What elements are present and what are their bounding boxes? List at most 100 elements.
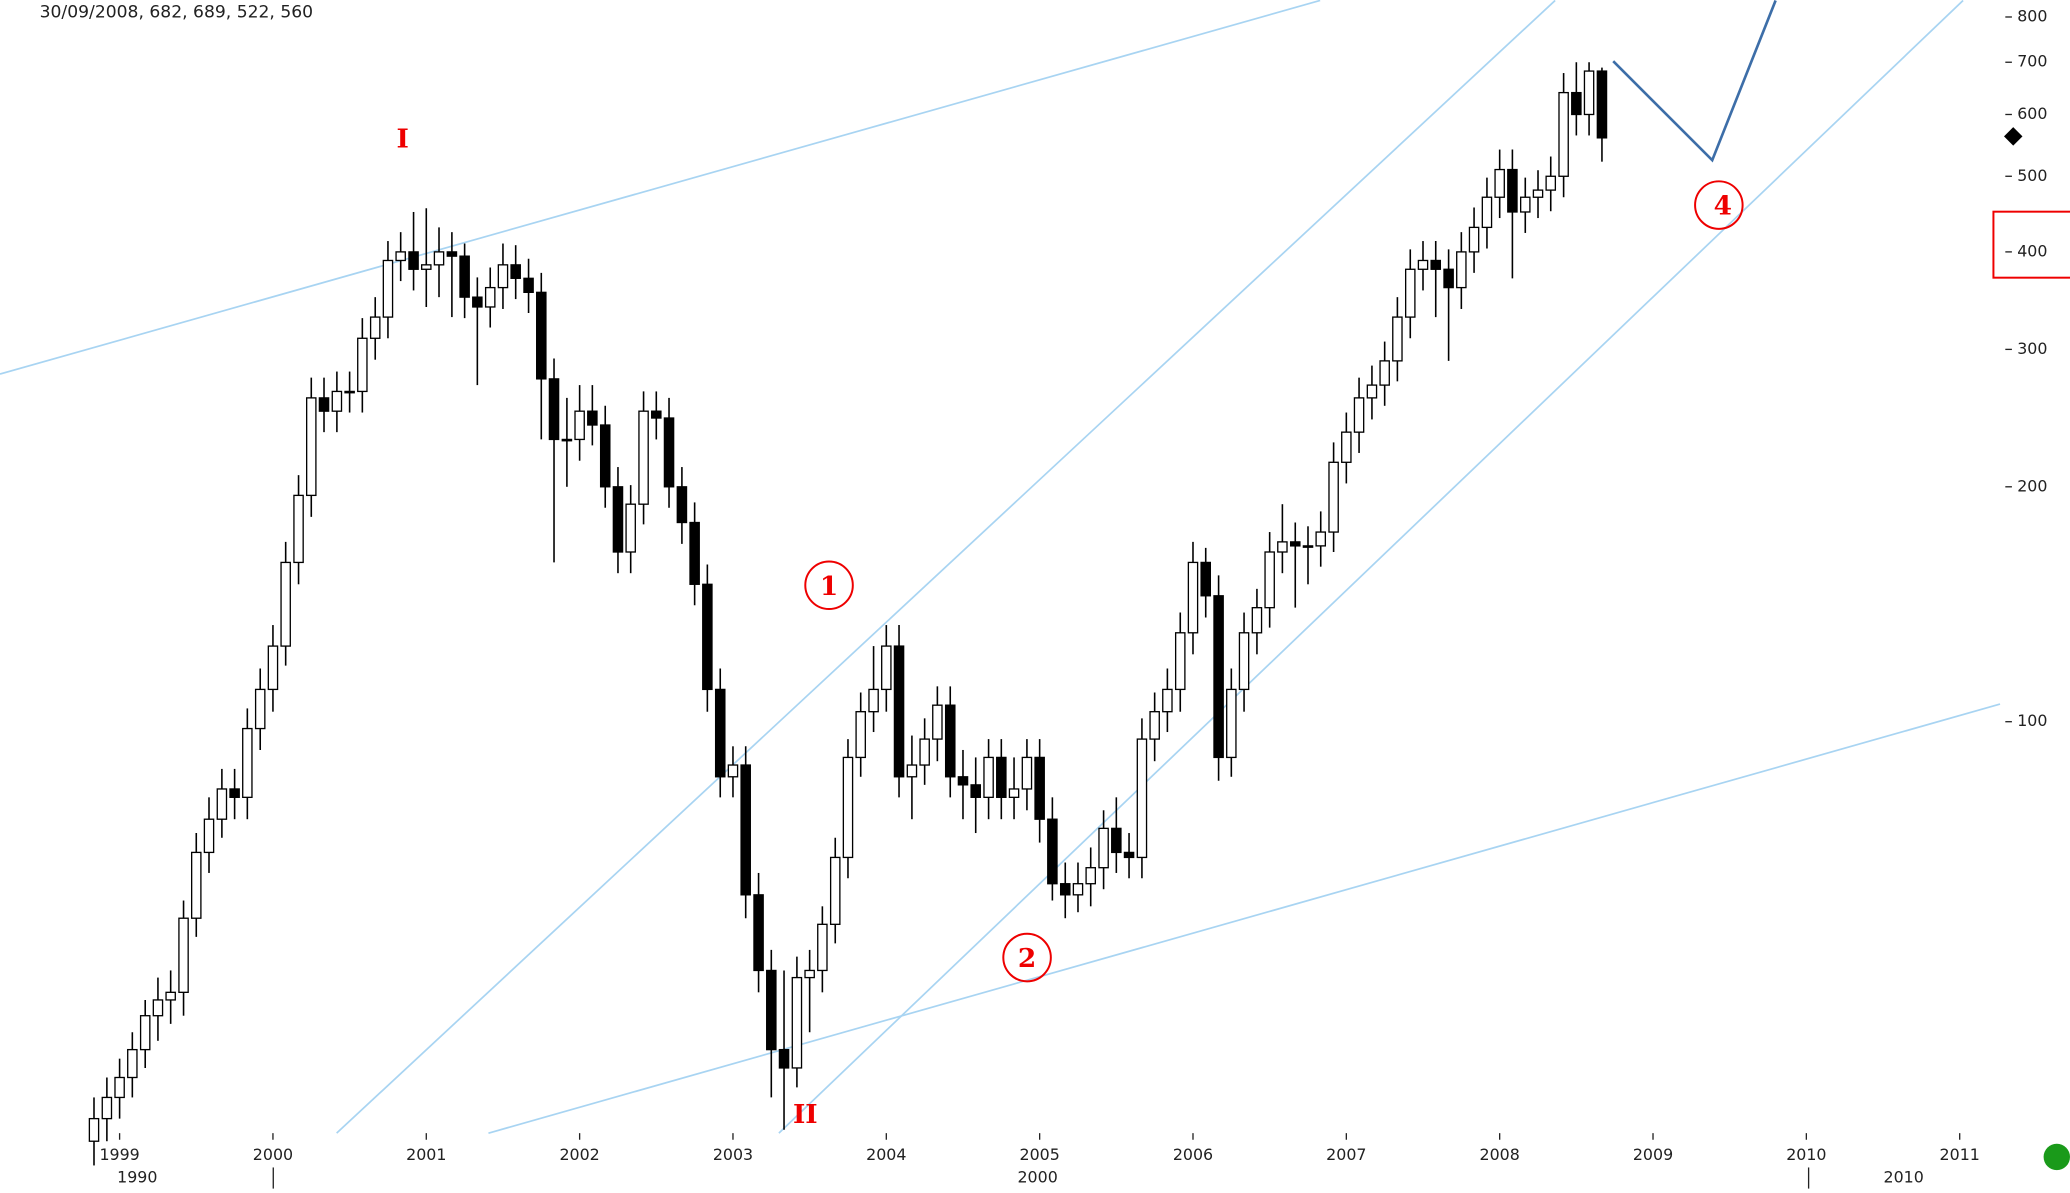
trend-line [336, 0, 1556, 1134]
candle-body [203, 818, 215, 854]
candle-body [101, 1096, 113, 1120]
candle-body [1111, 827, 1122, 854]
candle-body [791, 976, 803, 1069]
candle-body [306, 397, 317, 497]
candle-body [766, 969, 777, 1051]
candle-body [293, 494, 304, 564]
candle-body [842, 756, 854, 859]
candle-body [190, 851, 202, 919]
candle-body [996, 756, 1007, 798]
candle-body [318, 397, 330, 412]
candle-body [1277, 541, 1288, 553]
wave-label: 4 [1714, 191, 1732, 222]
wave-circle [1694, 180, 1744, 230]
candle-body [1226, 688, 1237, 759]
candle-body [472, 296, 483, 308]
candle-body [714, 688, 726, 778]
candle-body [1571, 91, 1582, 116]
candle-body [1123, 851, 1135, 859]
candle-body [932, 704, 943, 740]
candle-body [1532, 189, 1544, 198]
candle-body [1392, 316, 1403, 362]
candle-body [1481, 196, 1493, 229]
candle-body [1200, 561, 1211, 597]
candle-body [523, 277, 534, 294]
candle-body [1596, 70, 1608, 139]
candle-body [676, 486, 688, 524]
candle-body [804, 969, 815, 979]
x-tick-label: 2011 [1940, 1145, 1980, 1164]
candle-body [1379, 360, 1390, 386]
candle-body [127, 1048, 138, 1079]
candle-body [906, 764, 918, 778]
candle-body [88, 1117, 100, 1142]
candle-body [740, 764, 751, 896]
x-tick-label: 2005 [1020, 1145, 1060, 1164]
candle-body [1456, 251, 1467, 289]
candle-body [1149, 711, 1160, 740]
candle-body [242, 727, 253, 798]
y-tick-label: 500 [2017, 166, 2047, 185]
candle-body [1047, 818, 1058, 885]
candle-body [1187, 561, 1199, 634]
candle-body [178, 917, 189, 993]
x-tick-label: 2007 [1326, 1145, 1366, 1164]
highlight-box [1992, 210, 2070, 279]
candle-body [1404, 268, 1416, 318]
x-tick-label: 2004 [866, 1145, 906, 1164]
candle-body [1289, 541, 1301, 547]
candle-body [139, 1015, 151, 1051]
price-marker [2003, 127, 2023, 146]
candle-body [1238, 632, 1250, 691]
candle-body [484, 286, 496, 308]
candle-body [1162, 688, 1173, 713]
candle-body [1507, 168, 1518, 213]
candle-body [1545, 175, 1557, 191]
x-tick-label: 2010 [1786, 1145, 1826, 1164]
wave-label: II [793, 1099, 818, 1130]
candle-body [868, 688, 879, 713]
candle-body [919, 738, 930, 766]
candle-body [548, 378, 560, 441]
candle-body [829, 856, 841, 925]
candle-body [254, 688, 266, 730]
candle-body [587, 410, 598, 426]
candle-body [574, 410, 585, 441]
y-tick-label: 600 [2017, 104, 2047, 123]
candle-body [357, 337, 368, 393]
candle-body [689, 521, 700, 585]
x-tick-label: 2000 [253, 1145, 293, 1164]
wave-label: 2 [1018, 943, 1036, 974]
candle-body [651, 410, 662, 419]
candle-body [970, 784, 981, 798]
candle-body [855, 711, 866, 759]
x-tick-label: 2002 [559, 1145, 599, 1164]
header: 30/09/2008, 682, 689, 522, 560 [40, 2, 314, 22]
candle-body [408, 251, 419, 270]
y-tick-label: 400 [2017, 241, 2047, 260]
candle-body [944, 704, 956, 778]
candle-body [727, 764, 739, 778]
trend-line [488, 703, 2001, 1134]
candle-body [280, 561, 291, 647]
candle-body [267, 645, 279, 691]
candle-body [1059, 883, 1071, 896]
candle-body [497, 264, 509, 289]
candle-body [1315, 531, 1327, 547]
channel-lines [0, 0, 2001, 1134]
y-tick-label: 800 [2017, 6, 2047, 25]
x-tick-label: 2009 [1633, 1145, 1673, 1164]
candle-body [459, 255, 470, 298]
candle-body [1302, 545, 1314, 548]
candle-body [1430, 259, 1442, 270]
candle-body [216, 788, 228, 820]
candle-body [599, 424, 611, 488]
candle-body [536, 291, 547, 380]
candle-body [1034, 756, 1045, 820]
x-tick-label: 2008 [1480, 1145, 1520, 1164]
projection-path [1612, 0, 1777, 163]
wave-circle [1002, 932, 1052, 983]
candle-body [1366, 384, 1378, 399]
candle-body [1136, 738, 1148, 859]
